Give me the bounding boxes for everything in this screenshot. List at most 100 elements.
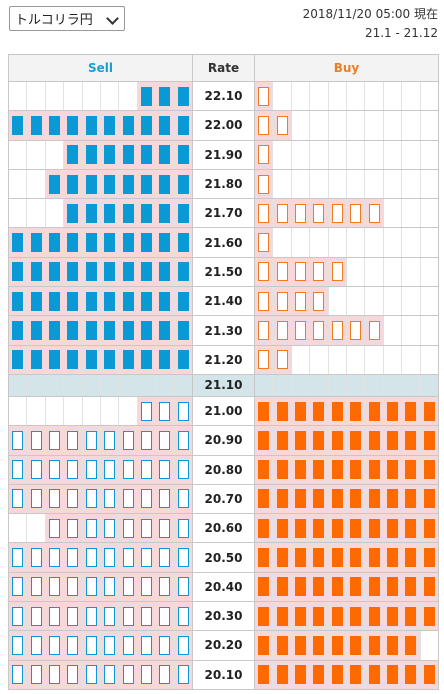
buy-slot	[384, 316, 403, 345]
sell-order-bar	[159, 115, 171, 135]
sell-depth-cell	[8, 227, 193, 258]
sell-order-bar	[177, 401, 189, 421]
buy-slot	[255, 228, 274, 257]
sell-slot	[9, 228, 28, 257]
buy-order-bar	[350, 548, 362, 568]
buy-order-bar	[423, 606, 435, 626]
buy-slot	[420, 602, 439, 631]
sell-bar-grid	[9, 140, 193, 169]
buy-order-bar	[387, 401, 399, 421]
sell-slot	[101, 374, 120, 396]
sell-slot	[137, 111, 157, 140]
buy-slot	[402, 345, 421, 374]
currency-pair-select[interactable]: トルコリラ円	[9, 6, 125, 31]
buy-slot	[402, 228, 421, 257]
sell-slot	[156, 82, 175, 111]
sell-slot	[137, 169, 157, 199]
buy-order-bar	[313, 321, 325, 341]
buy-slot	[292, 374, 311, 396]
sell-slot	[174, 660, 193, 689]
sell-slot	[82, 543, 102, 572]
buy-slot	[310, 396, 329, 426]
buy-slot	[292, 140, 311, 169]
buy-slot	[255, 140, 274, 169]
sell-slot	[137, 514, 157, 543]
buy-bar-grid	[255, 199, 438, 228]
buy-order-bar	[295, 518, 307, 538]
buy-order-bar	[331, 321, 343, 341]
buy-slot	[347, 316, 366, 345]
sell-slot	[45, 257, 65, 287]
buy-slot	[310, 111, 329, 140]
sell-slot	[156, 169, 175, 199]
sell-order-bar	[122, 262, 134, 282]
buy-slot	[329, 169, 348, 199]
sell-bar-grid	[9, 169, 193, 199]
buy-slot	[328, 257, 348, 287]
buy-order-bar	[387, 548, 399, 568]
buy-order-bar	[295, 577, 307, 597]
sell-slot	[101, 111, 120, 140]
buy-slot	[273, 660, 292, 689]
sell-slot	[83, 374, 102, 396]
sell-order-bar	[85, 174, 97, 194]
buy-order-bar	[258, 145, 270, 165]
timestamp: 2018/11/20 05:00 現在	[302, 7, 438, 21]
sell-depth-cell	[8, 483, 193, 515]
sell-slot	[27, 484, 46, 514]
buy-order-bar	[313, 203, 325, 223]
buy-slot	[310, 82, 329, 111]
table-row: 20.20	[8, 630, 439, 661]
buy-order-bar	[423, 577, 435, 597]
buy-order-bar	[258, 577, 270, 597]
sell-slot	[82, 602, 102, 631]
price-range: 21.1 - 21.12	[364, 26, 438, 40]
order-book-rows: 22.10 22.00 21.90 21.80 21.70 21.60 21.50 21.40…	[8, 80, 439, 691]
sell-slot	[101, 287, 120, 316]
sell-order-bar	[122, 548, 134, 568]
sell-slot	[101, 316, 120, 345]
buy-order-bar	[295, 460, 307, 480]
sell-slot	[119, 140, 138, 169]
buy-slot	[347, 111, 366, 140]
buy-order-bar	[258, 203, 270, 223]
sell-order-bar	[177, 518, 189, 538]
sell-slot	[64, 374, 83, 396]
buy-slot	[310, 199, 329, 228]
buy-slot	[421, 82, 438, 110]
sell-order-bar	[30, 489, 42, 509]
buy-order-bar	[313, 401, 325, 421]
buy-slot	[402, 396, 421, 426]
sell-order-bar	[141, 665, 153, 685]
sell-slot	[45, 228, 65, 257]
buy-order-bar	[276, 262, 288, 282]
sell-order-bar	[67, 233, 79, 253]
buy-slot	[365, 514, 384, 543]
sell-order-bar	[104, 606, 116, 626]
sell-slot	[64, 631, 83, 660]
sell-order-bar	[159, 518, 171, 538]
sell-slot	[27, 169, 46, 199]
buy-slot	[328, 660, 348, 689]
sell-order-bar	[159, 606, 171, 626]
sell-slot	[82, 631, 102, 660]
buy-order-bar	[368, 606, 380, 626]
data-info: 2018/11/20 05:00 現在 21.1 - 21.12	[303, 5, 438, 43]
sell-order-bar	[141, 291, 153, 311]
sell-order-bar	[122, 350, 134, 370]
buy-slot	[273, 572, 292, 602]
sell-slot	[27, 602, 46, 631]
sell-order-bar	[104, 430, 116, 450]
buy-order-bar	[405, 430, 417, 450]
buy-bar-grid	[255, 572, 439, 602]
rate-value: 20.30	[192, 601, 255, 632]
buy-slot	[291, 455, 311, 484]
sell-slot	[82, 572, 102, 602]
sell-slot	[101, 396, 120, 426]
buy-slot	[384, 82, 403, 111]
buy-slot	[291, 572, 311, 602]
buy-slot	[273, 396, 292, 426]
buy-depth-cell	[254, 256, 439, 288]
sell-depth-cell	[8, 256, 193, 288]
